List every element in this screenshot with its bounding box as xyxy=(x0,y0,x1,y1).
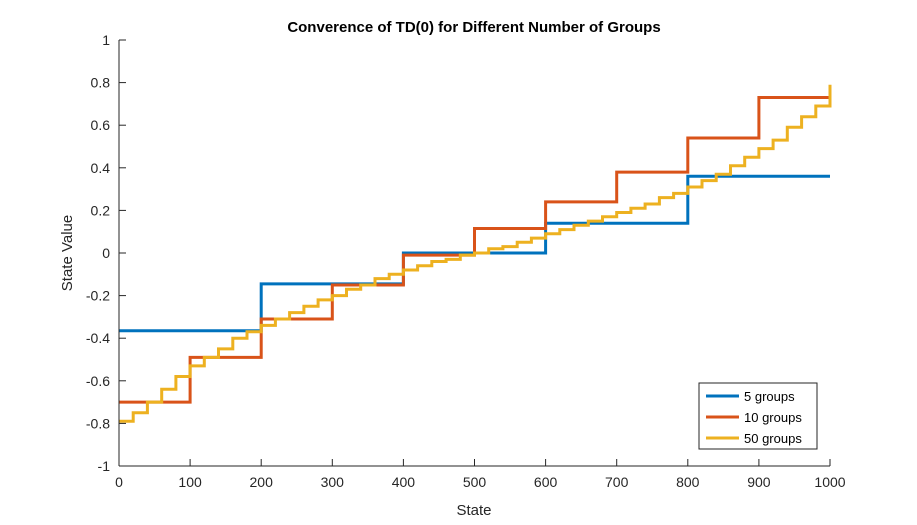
y-axis-label: State Value xyxy=(59,215,76,291)
legend-label-3: 50 groups xyxy=(744,431,802,446)
x-tick-label: 600 xyxy=(534,474,558,490)
series-line-2 xyxy=(119,96,830,404)
y-tick-label: -0.6 xyxy=(86,373,110,389)
x-tick-label: 500 xyxy=(463,474,487,490)
x-axis-label: State xyxy=(456,502,491,519)
y-tick-label: -1 xyxy=(98,458,111,474)
y-tick-label: 0.8 xyxy=(91,75,111,91)
legend-label-2: 10 groups xyxy=(744,410,802,425)
axes: 0 100 200 300 400 500 600 700 800 900 1000 -1 -0.8 -0… xyxy=(86,32,846,490)
legend-label-1: 5 groups xyxy=(744,389,795,404)
x-tick-label: 200 xyxy=(250,474,274,490)
x-tick-label: 0 xyxy=(115,474,123,490)
x-tick-label: 300 xyxy=(321,474,345,490)
chart-title: Converence of TD(0) for Different Number… xyxy=(287,19,660,36)
plot-area xyxy=(119,84,832,423)
x-tick-label: 400 xyxy=(392,474,416,490)
x-tick-label: 800 xyxy=(676,474,700,490)
y-tick-label: 1 xyxy=(102,32,110,48)
y-tick-label: -0.8 xyxy=(86,415,110,431)
y-tick-label: 0.2 xyxy=(91,202,111,218)
series-line-3 xyxy=(119,84,832,423)
y-tick-label: -0.4 xyxy=(86,330,110,346)
y-tick-label: 0.6 xyxy=(91,117,111,133)
y-tick-label: -0.2 xyxy=(86,288,110,304)
x-tick-label: 700 xyxy=(605,474,629,490)
x-tick-label: 900 xyxy=(747,474,771,490)
y-tick-label: 0 xyxy=(102,245,110,261)
legend: 5 groups 10 groups 50 groups xyxy=(698,382,818,450)
y-tick-label: 0.4 xyxy=(91,160,111,176)
x-tick-label: 1000 xyxy=(814,474,845,490)
x-tick-label: 100 xyxy=(178,474,202,490)
